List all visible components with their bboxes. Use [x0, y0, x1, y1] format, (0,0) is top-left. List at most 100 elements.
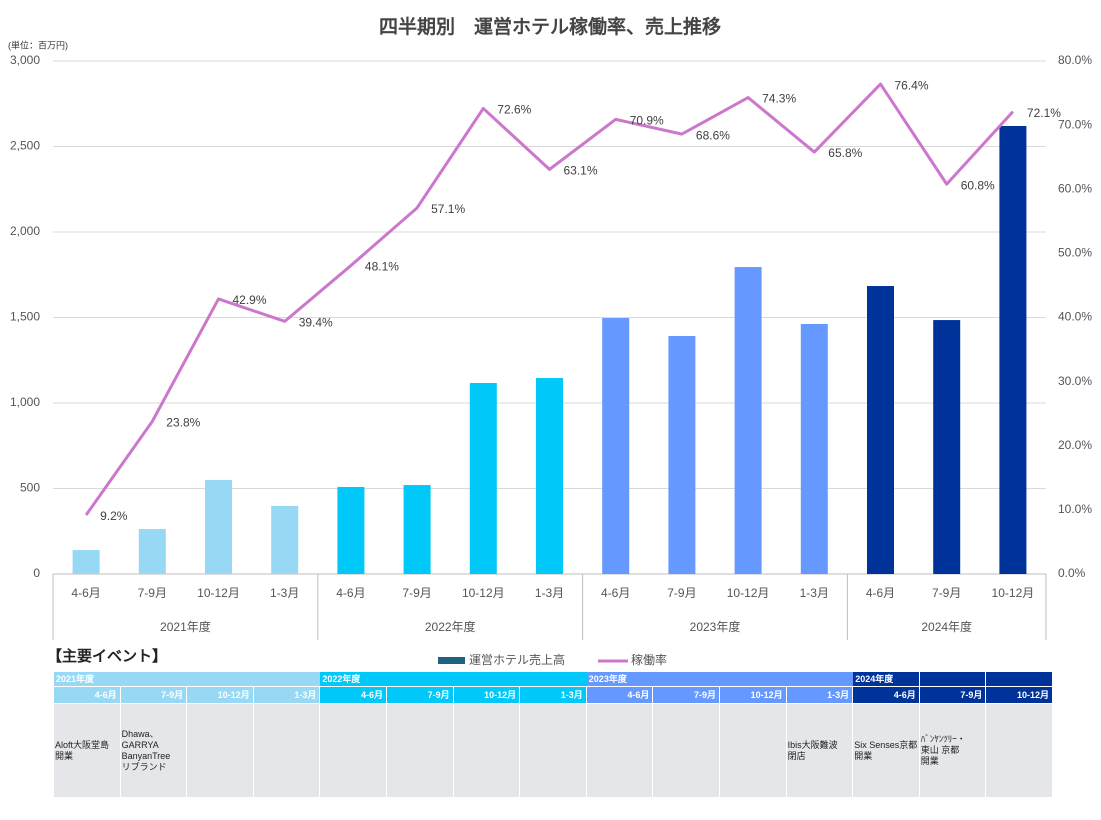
group-label: 2021年度: [160, 619, 211, 634]
data-label: 42.9%: [233, 293, 267, 307]
event-cell: [720, 704, 787, 797]
y-tick-label: 1,000: [10, 395, 40, 409]
line: [84, 82, 1015, 516]
event-cell: [653, 704, 720, 797]
group-label: 2023年度: [690, 619, 741, 634]
y2-tick-label: 80.0%: [1058, 53, 1092, 67]
bar: [72, 550, 100, 574]
x-tick-label: 4-6月: [71, 586, 100, 600]
data-label: 72.1%: [1027, 106, 1061, 120]
y2-tick-label: 20.0%: [1058, 438, 1092, 452]
group-label: 2024年度: [921, 619, 972, 634]
y-tick-label: 2,000: [10, 224, 40, 238]
bar: [668, 335, 696, 574]
data-label: 72.6%: [497, 103, 531, 117]
chart-title: 四半期別 運営ホテル稼働率、売上推移: [379, 15, 721, 38]
quarter-header: 7-9月: [387, 687, 454, 703]
data-label: 9.2%: [100, 509, 128, 523]
unit-label: (単位：百万円): [8, 39, 68, 50]
bar: [337, 486, 365, 574]
data-label: 48.1%: [365, 260, 399, 274]
event-cell: [320, 704, 387, 797]
y2-tick-label: 50.0%: [1058, 246, 1092, 260]
event-cell: ﾊﾞﾝﾔﾝﾂﾘｰ・ 東山 京都 開業: [919, 704, 987, 797]
bar: [734, 267, 762, 574]
data-label: 68.6%: [696, 128, 730, 142]
quarter-header: 10-12月: [720, 687, 787, 703]
quarter-header: 4-6月: [320, 687, 387, 703]
x-tick-label: 10-12月: [197, 586, 240, 600]
x-tick-label: 4-6月: [336, 586, 365, 600]
data-label: 23.8%: [166, 416, 200, 430]
bar: [800, 323, 828, 574]
quarter-header: 4-6月: [54, 687, 121, 703]
y2-tick-label: 30.0%: [1058, 374, 1092, 388]
bar: [138, 529, 166, 574]
bar: [933, 320, 961, 574]
year-header: 2024年度: [853, 672, 920, 686]
event-cell: [253, 704, 321, 797]
y-tick-label: 1,500: [10, 310, 40, 324]
quarter-header: 7-9月: [919, 687, 987, 703]
data-label: 76.4%: [895, 78, 929, 92]
event-cell: [520, 704, 587, 797]
quarter-header: 10-12月: [187, 687, 254, 703]
event-cell: [387, 704, 454, 797]
group-label: 2022年度: [425, 619, 476, 634]
x-tick-label: 1-3月: [535, 586, 564, 600]
x-tick-label: 4-6月: [866, 586, 895, 600]
quarter-header: 4-6月: [586, 687, 654, 703]
data-label: 60.8%: [961, 178, 995, 192]
y2-tick-label: 70.0%: [1058, 117, 1092, 131]
bar: [205, 479, 232, 574]
data-label: 65.8%: [828, 146, 862, 160]
event-cell: [453, 704, 521, 797]
legend-label: 運営ホテル売上高: [469, 652, 565, 667]
bar: [536, 378, 563, 574]
quarter-header: 7-9月: [653, 687, 720, 703]
y-tick-label: 0: [33, 566, 40, 580]
bar: [602, 318, 630, 574]
quarter-header: 4-6月: [853, 687, 920, 703]
event-cell: Six Senses京都 開業: [853, 704, 920, 797]
data-label: 57.1%: [431, 202, 465, 216]
quarter-header: 1-3月: [520, 687, 587, 703]
table-title: 【主要イベント】: [47, 648, 168, 665]
y-tick-label: 500: [20, 481, 40, 495]
year-header: 2022年度: [320, 672, 587, 686]
data-label: 63.1%: [564, 164, 598, 178]
y2-tick-label: 60.0%: [1058, 181, 1092, 195]
quarter-header: 10-12月: [986, 687, 1053, 703]
x-tick-label: 7-9月: [932, 586, 961, 600]
quarter-header: 7-9月: [120, 687, 188, 703]
y-tick-label: 2,500: [10, 139, 40, 153]
event-cell: [187, 704, 254, 797]
bar: [999, 125, 1027, 574]
bar: [403, 485, 431, 574]
x-tick-label: 7-9月: [138, 586, 167, 600]
data-label: 39.4%: [299, 316, 333, 330]
year-header: [919, 672, 987, 686]
quarter-header: 1-3月: [786, 687, 854, 703]
legend-label: 稼働率: [631, 652, 667, 667]
data-label: 74.3%: [762, 92, 796, 106]
x-tick-label: 7-9月: [402, 586, 431, 600]
chart: 四半期別 運営ホテル稼働率、売上推移 (単位：百万円) 0 500 1,000 1,5…: [8, 15, 1092, 667]
x-tick-label: 1-3月: [800, 586, 829, 600]
quarter-header: 10-12月: [453, 687, 521, 703]
y2-tick-label: 10.0%: [1058, 502, 1092, 516]
quarter-header: 1-3月: [253, 687, 321, 703]
event-cell: [586, 704, 654, 797]
x-tick-label: 1-3月: [270, 586, 299, 600]
event-cell: Aloft大阪堂島 開業: [54, 704, 121, 797]
x-tick-label: 7-9月: [667, 586, 696, 600]
legend-swatch: [438, 657, 465, 664]
year-header: 2021年度: [54, 672, 321, 686]
y-tick-label: 3,000: [10, 53, 40, 67]
year-header: 2023年度: [586, 672, 854, 686]
bar: [867, 286, 894, 574]
y2-tick-label: 0.0%: [1058, 566, 1086, 580]
y2-tick-label: 40.0%: [1058, 310, 1092, 324]
event-cell: Dhawa、 GARRYA BanyanTree リブランド: [120, 704, 188, 797]
x-tick-label: 10-12月: [462, 586, 505, 600]
